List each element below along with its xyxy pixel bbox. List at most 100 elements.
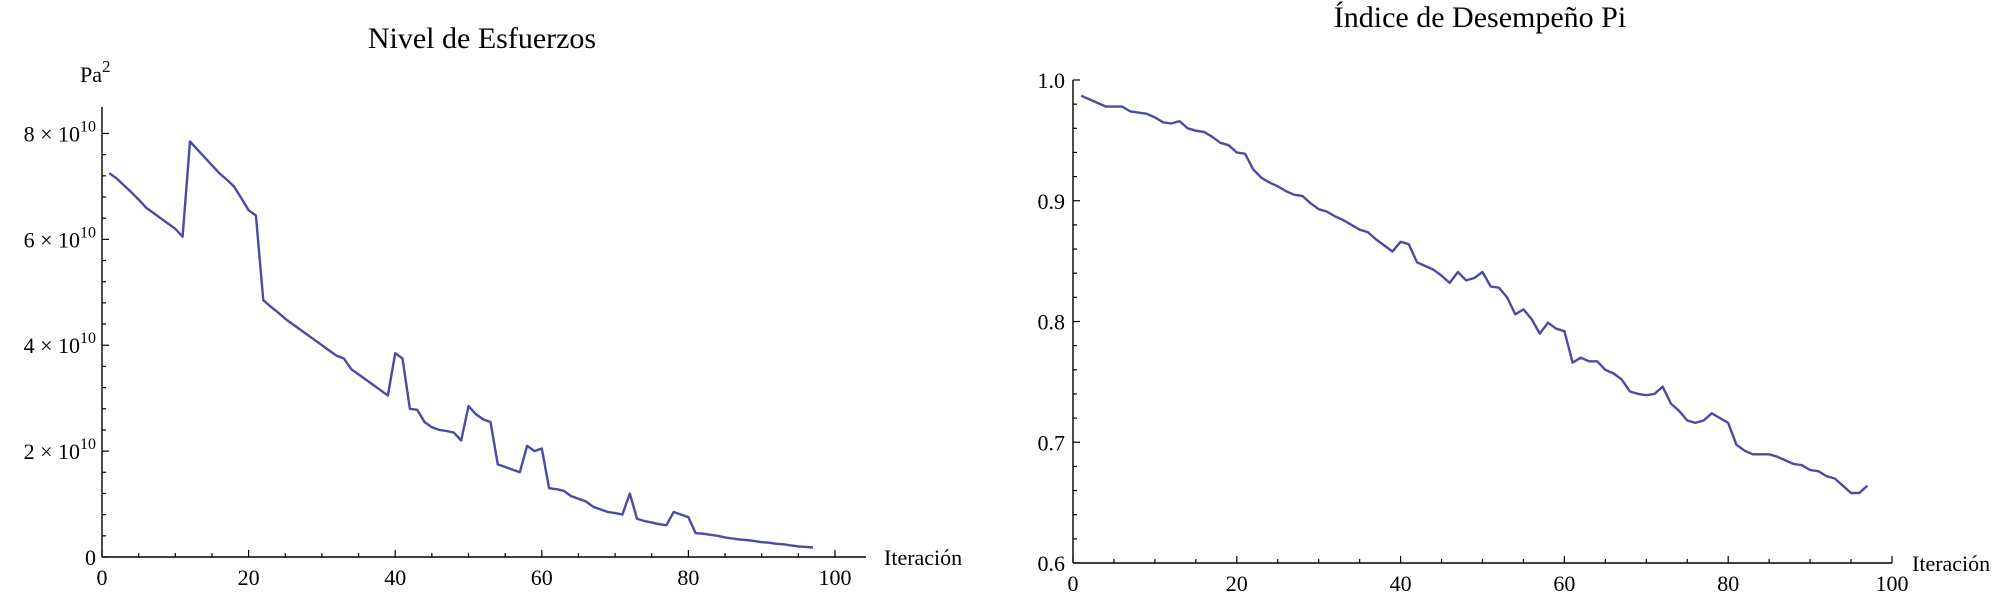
data-point: [1744, 450, 1745, 451]
data-point: [1138, 112, 1139, 113]
data-point: [299, 329, 300, 330]
data-point: [1154, 117, 1155, 118]
data-point: [1277, 186, 1278, 187]
data-point: [629, 493, 630, 494]
data-point: [395, 353, 396, 354]
data-point: [1392, 251, 1393, 252]
data-point: [563, 490, 564, 491]
x-tick-label: 60: [531, 565, 553, 590]
y-tick-label: 0.8: [1038, 310, 1066, 335]
data-point: [1580, 357, 1581, 358]
data-point: [343, 358, 344, 359]
data-point: [446, 431, 447, 432]
data-point: [527, 445, 528, 446]
data-point: [1810, 470, 1811, 471]
performance-chart: Índice de Desempeño Pi Iteración 0 20 40 60…: [1038, 1, 1991, 593]
data-point: [600, 509, 601, 510]
data-point: [1638, 393, 1639, 394]
x-ticks: 0 20 40 60 80 100: [1068, 556, 1909, 593]
data-point: [710, 534, 711, 535]
y-axis-label-exponent: 2: [102, 57, 111, 76]
data-point: [285, 318, 286, 319]
data-point: [1318, 209, 1319, 210]
data-point: [1867, 485, 1868, 486]
data-point: [739, 539, 740, 540]
data-point: [549, 488, 550, 489]
data-point: [1679, 410, 1680, 411]
data-point: [1163, 122, 1164, 123]
data-point: [1548, 322, 1549, 323]
data-point: [1359, 229, 1360, 230]
data-point: [1498, 287, 1499, 288]
x-tick-label: 40: [1390, 571, 1412, 593]
data-point: [160, 218, 161, 219]
data-point: [1416, 262, 1417, 263]
data-point: [1490, 286, 1491, 287]
data-point: [659, 524, 660, 525]
data-point: [556, 489, 557, 490]
data-point: [1801, 465, 1802, 466]
data-point: [219, 173, 220, 174]
data-point: [541, 448, 542, 449]
data-point: [1613, 373, 1614, 374]
data-point: [512, 469, 513, 470]
data-point: [321, 345, 322, 346]
data-point: [1621, 379, 1622, 380]
data-point: [1457, 271, 1458, 272]
data-point: [1760, 454, 1761, 455]
data-point: [1294, 194, 1295, 195]
data-point: [1236, 152, 1237, 153]
data-point: [1695, 422, 1696, 423]
y-axis-label-base: Pa: [80, 62, 102, 87]
data-point: [732, 538, 733, 539]
data-point: [1179, 121, 1180, 122]
stress-chart: Nivel de Esfuerzos Pa2 Iteración 0 20 40 60…: [24, 22, 963, 590]
data-point: [1376, 239, 1377, 240]
data-point: [1687, 420, 1688, 421]
data-point: [1244, 153, 1245, 154]
data-point: [703, 533, 704, 534]
data-point: [109, 173, 110, 174]
data-point: [1728, 422, 1729, 423]
data-point: [651, 522, 652, 523]
data-point: [373, 384, 374, 385]
y-tick-label: 2 × 1010: [24, 436, 96, 464]
data-point: [666, 525, 667, 526]
data-point: [1842, 485, 1843, 486]
data-point: [519, 472, 520, 473]
data-point: [226, 179, 227, 180]
data-point: [1310, 203, 1311, 204]
data-point: [1859, 492, 1860, 493]
data-point: [1425, 265, 1426, 266]
data-point: [1204, 131, 1205, 132]
data-point: [123, 185, 124, 186]
data-point: [204, 157, 205, 158]
x-tick-label: 20: [238, 565, 260, 590]
y-tick-label: 0.7: [1038, 430, 1066, 455]
data-point: [402, 358, 403, 359]
data-point: [1662, 386, 1663, 387]
data-point: [468, 406, 469, 407]
data-point: [1752, 454, 1753, 455]
data-point: [1564, 331, 1565, 332]
data-point: [292, 324, 293, 325]
data-point: [1367, 232, 1368, 233]
series-line: [1080, 94, 1869, 495]
y-tick-label: 6 × 1010: [24, 224, 96, 252]
data-point: [505, 467, 506, 468]
data-point: [1474, 278, 1475, 279]
data-point: [1326, 211, 1327, 212]
x-tick-label: 80: [677, 565, 699, 590]
data-point: [424, 422, 425, 423]
data-point: [387, 395, 388, 396]
data-point: [314, 339, 315, 340]
data-point: [1531, 319, 1532, 320]
data-point: [695, 533, 696, 534]
data-point: [1572, 362, 1573, 363]
data-point: [585, 501, 586, 502]
chart-title: Índice de Desempeño Pi: [1334, 1, 1626, 34]
data-point: [175, 228, 176, 229]
data-point: [1081, 95, 1082, 96]
data-point: [1130, 111, 1131, 112]
